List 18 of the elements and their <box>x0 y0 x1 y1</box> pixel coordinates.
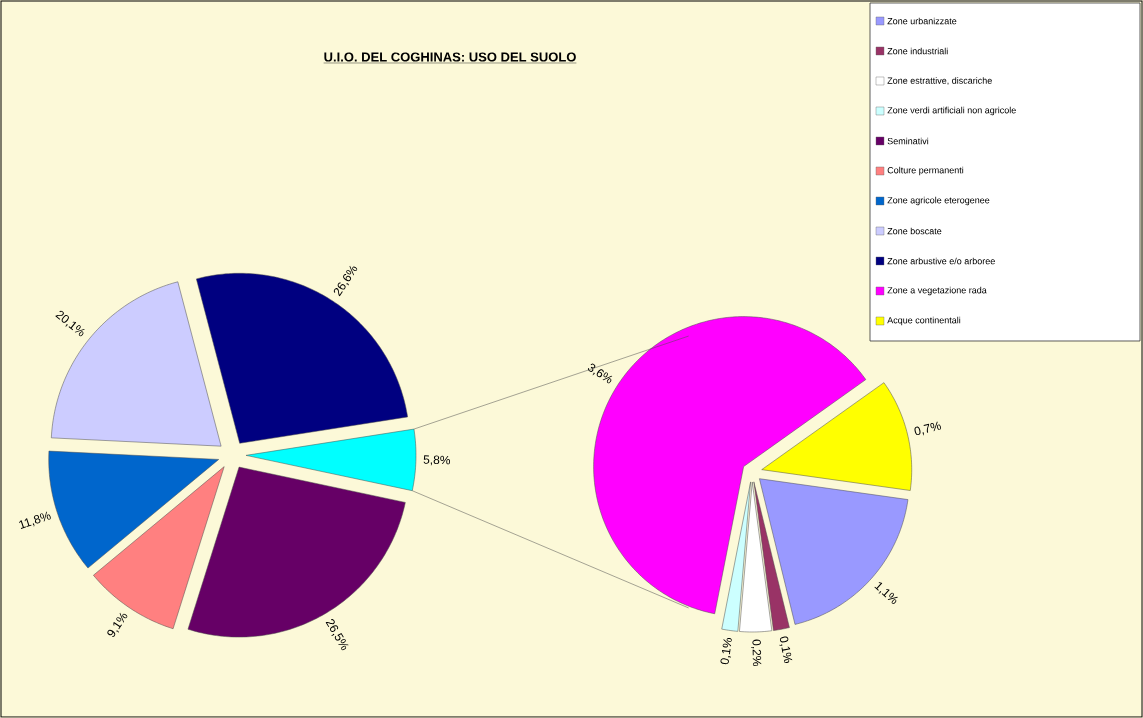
legend-label: Zone verdi artificiali non agricole <box>887 106 1016 116</box>
legend-label: Zone estrattive, discariche <box>887 77 992 85</box>
legend-label: Zone arbustive e/o arboree <box>887 257 995 265</box>
legend-label: Zone urbanizzate <box>887 17 957 25</box>
legend-label: Colture permanenti <box>887 166 964 176</box>
legend-label: Zone industriali <box>887 47 948 55</box>
data-label: 0,1% <box>779 636 793 664</box>
legend-label: Zone boscate <box>887 227 942 235</box>
data-label: 11,8% <box>19 511 51 529</box>
data-label: 0,1% <box>720 638 732 665</box>
legend-label: Zone a vegetazione rada <box>887 286 987 296</box>
data-label: 5,8% <box>423 455 451 466</box>
legend-label: Zone agricole eterogenee <box>887 196 990 206</box>
chart-title: U.I.O. DEL COGHINAS: USO DEL SUOLO <box>324 52 576 62</box>
legend-label: Seminativi <box>887 137 929 145</box>
data-label: 0,7% <box>914 421 941 436</box>
legend-label: Acque continentali <box>887 316 961 326</box>
data-label: 0,2% <box>751 639 762 667</box>
